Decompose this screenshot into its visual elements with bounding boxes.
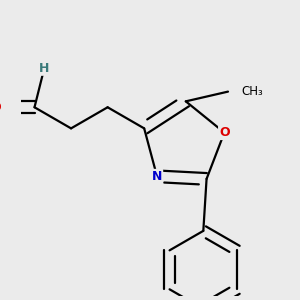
Text: CH₃: CH₃ [241,85,263,98]
Text: O: O [219,126,230,139]
Text: N: N [152,170,162,183]
Text: O: O [0,101,1,114]
Text: H: H [39,62,50,75]
